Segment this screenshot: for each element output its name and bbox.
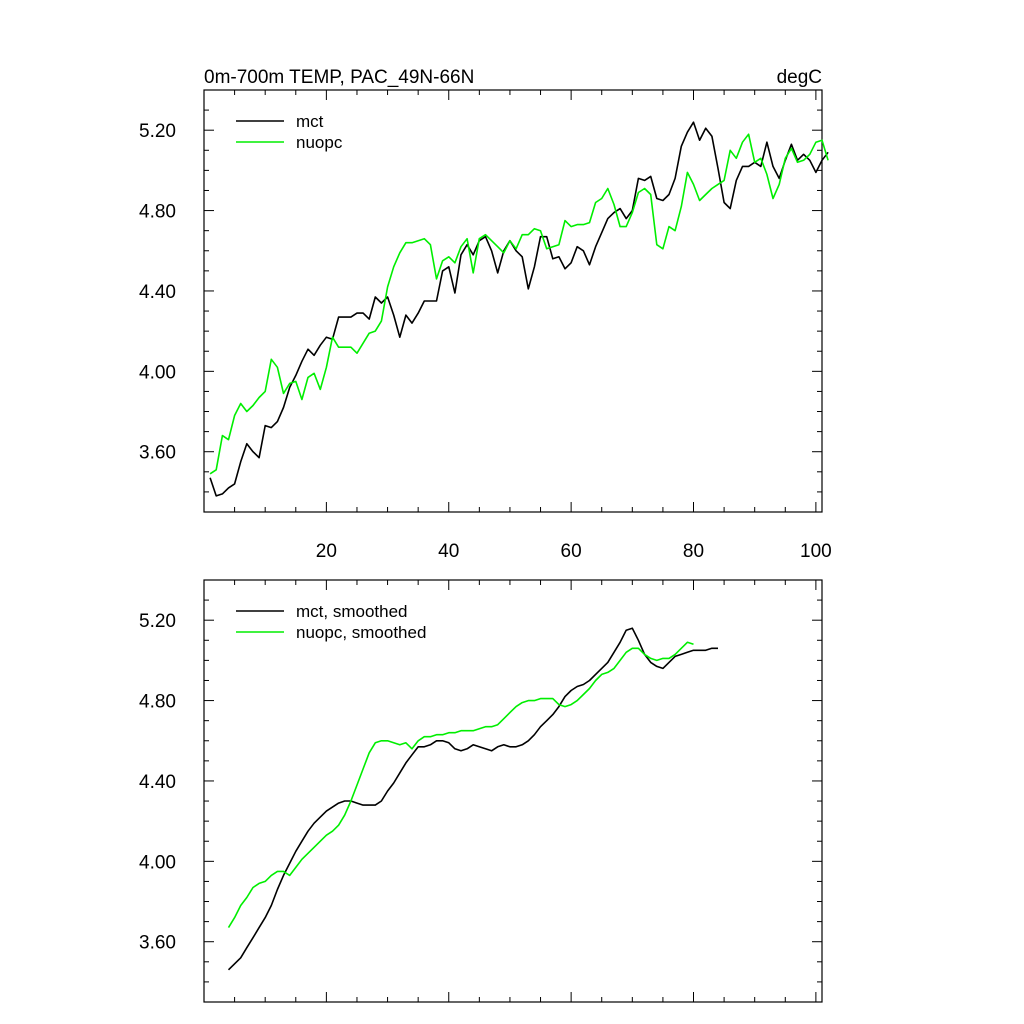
y-tick-label: 4.80	[139, 692, 176, 713]
y-tick-label: 3.60	[139, 933, 176, 954]
x-tick-label: 20	[316, 541, 337, 562]
chart-title: 0m-700m TEMP, PAC_49N-66N	[204, 67, 474, 88]
top-chart-panel: 0m-700m TEMP, PAC_49N-66N degC 3.60 4.00 4…	[139, 67, 832, 562]
y-tick-label: 4.40	[139, 282, 176, 303]
y-tick-label: 5.20	[139, 611, 176, 632]
y-tick-label: 4.80	[139, 202, 176, 223]
x-tick-label: 40	[438, 541, 459, 562]
y-tick-label: 3.60	[139, 443, 176, 464]
x-tick-label: 60	[561, 541, 582, 562]
y-tick-label: 4.40	[139, 772, 176, 793]
legend-label: mct, smoothed	[296, 602, 408, 621]
y-tick-label: 4.00	[139, 852, 176, 873]
units-label: degC	[777, 67, 822, 88]
legend-label: nuopc	[296, 133, 343, 152]
y-tick-label: 4.00	[139, 362, 176, 383]
plot-frame	[203, 89, 823, 513]
series-line-mct	[209, 121, 829, 497]
x-tick-label: 100	[800, 541, 832, 562]
bottom-chart-panel: 3.60 4.00 4.40 4.80 5.20 mct, smoothed nuopc,…	[139, 579, 823, 1003]
series-line-mct-smoothed	[227, 627, 718, 971]
legend-label: mct	[296, 112, 324, 131]
y-tick-label: 5.20	[139, 121, 176, 142]
x-tick-label: 80	[683, 541, 704, 562]
series-line-nuopc	[209, 133, 829, 475]
series-line-nuopc-smoothed	[227, 641, 694, 929]
plot-frame	[203, 579, 823, 1003]
legend-label: nuopc, smoothed	[296, 623, 426, 642]
